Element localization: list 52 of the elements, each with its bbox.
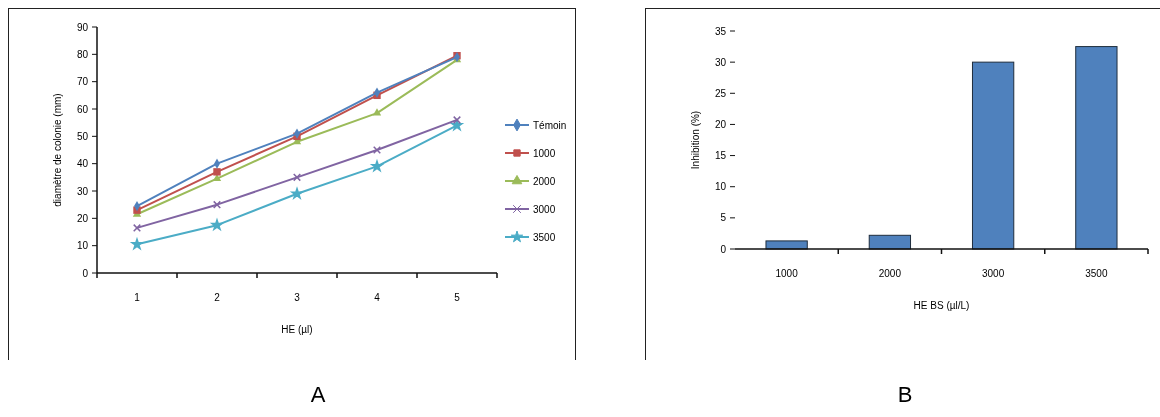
y-tick-label: 10 bbox=[714, 181, 727, 193]
point bbox=[132, 223, 142, 232]
y-tick-label: 10 bbox=[76, 240, 89, 252]
point bbox=[292, 173, 302, 182]
legend-label: 1000 bbox=[533, 147, 556, 159]
y-tick-label: 40 bbox=[76, 158, 89, 170]
point bbox=[212, 200, 222, 209]
point bbox=[371, 160, 383, 172]
y-tick-label: 15 bbox=[714, 150, 727, 162]
y-tick-label: 35 bbox=[714, 25, 727, 37]
y-tick-label: 60 bbox=[76, 103, 89, 115]
legend-label: 3000 bbox=[533, 203, 556, 215]
x-tick-label: 5 bbox=[454, 292, 461, 303]
y-tick-label: 30 bbox=[76, 185, 89, 197]
x-tick-label: 2000 bbox=[878, 268, 902, 279]
y-tick-label: 5 bbox=[720, 212, 727, 224]
point bbox=[291, 187, 303, 199]
x-axis-title: HE (µl) bbox=[281, 324, 313, 335]
y-tick-label: 50 bbox=[76, 130, 89, 142]
bar bbox=[971, 61, 1015, 250]
x-tick-label: 3 bbox=[294, 292, 301, 303]
bar bbox=[1075, 46, 1118, 250]
point bbox=[372, 145, 382, 155]
x-tick-label: 4 bbox=[374, 292, 381, 303]
point bbox=[452, 115, 462, 124]
y-tick-label: 30 bbox=[714, 56, 727, 68]
x-tick-label: 2 bbox=[214, 292, 221, 303]
point bbox=[372, 108, 382, 116]
point bbox=[213, 168, 221, 176]
y-tick-label: 0 bbox=[82, 267, 89, 279]
x-tick-label: 3000 bbox=[982, 268, 1005, 279]
x-tick-label: 1000 bbox=[775, 268, 799, 279]
bar bbox=[765, 240, 808, 250]
legend-label: Témoin bbox=[533, 119, 567, 131]
y-tick-label: 25 bbox=[714, 87, 727, 99]
text: B bbox=[897, 382, 913, 407]
y-axis-title: diamètre de colonie (mm) bbox=[52, 93, 63, 207]
y-tick-label: 20 bbox=[714, 118, 727, 130]
y-tick-label: 70 bbox=[76, 76, 89, 88]
text: A bbox=[310, 382, 326, 407]
x-tick-label: 1 bbox=[134, 292, 141, 303]
point bbox=[131, 238, 143, 250]
y-tick-label: 90 bbox=[76, 21, 89, 33]
y-axis-title: Inhibition (%) bbox=[690, 110, 701, 170]
y-tick-label: 20 bbox=[76, 212, 89, 224]
legend-label: 2000 bbox=[533, 175, 556, 187]
y-tick-label: 0 bbox=[720, 243, 727, 255]
x-axis-title: HE BS (µl/L) bbox=[913, 300, 970, 311]
x-tick-label: 3500 bbox=[1085, 268, 1108, 279]
y-tick-label: 80 bbox=[76, 48, 89, 60]
legend-label: 3500 bbox=[533, 231, 556, 243]
point bbox=[451, 119, 463, 131]
